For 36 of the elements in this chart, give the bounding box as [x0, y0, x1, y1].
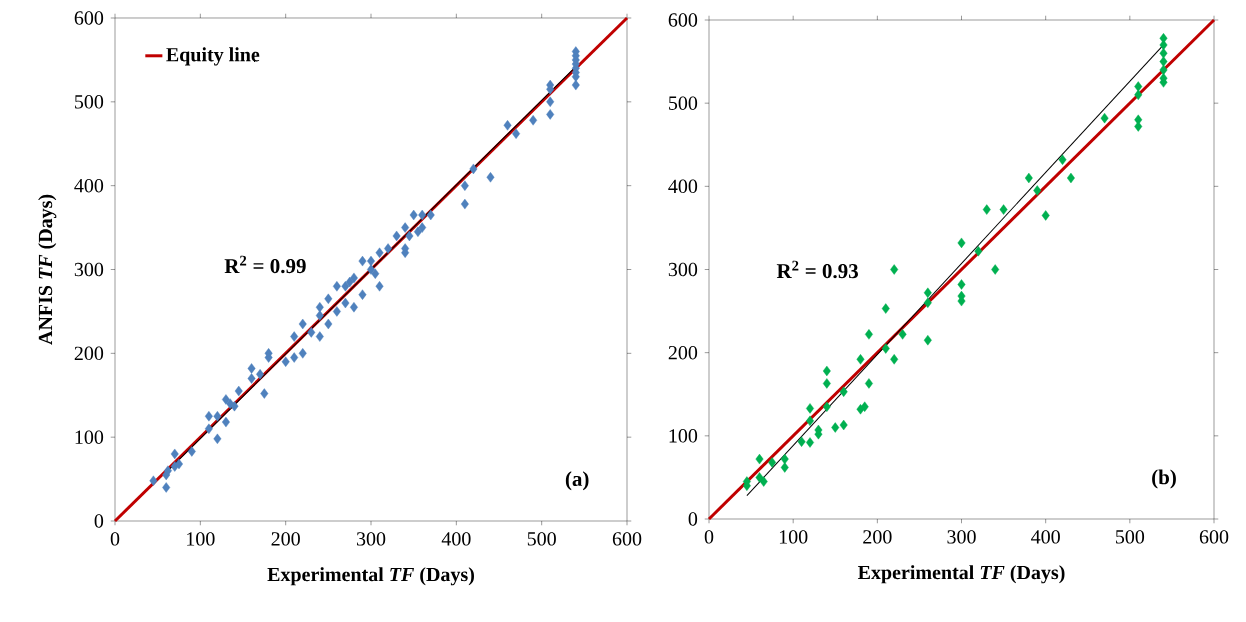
- x-tick-label: 0: [704, 530, 714, 544]
- y-tick-label: 200: [74, 346, 104, 361]
- y-tick-label: 600: [74, 11, 104, 25]
- y-tick-label: 0: [688, 512, 698, 526]
- y-tick-label: 600: [668, 13, 698, 27]
- x-tick-label: 200: [271, 532, 300, 546]
- y-tick-label: 500: [669, 96, 698, 110]
- x-tick-label: 100: [187, 532, 215, 546]
- y-tick-label: 300: [668, 262, 698, 277]
- y-tick-label: 0: [94, 514, 104, 528]
- y-tick-label: 400: [668, 179, 698, 194]
- x-tick-label: 500: [527, 532, 556, 546]
- annotation: (b): [1152, 469, 1176, 489]
- y-tick-label: 500: [75, 95, 104, 109]
- x-axis-title: Experimental TF (Days): [857, 565, 1065, 584]
- x-tick-label: 600: [1199, 530, 1229, 544]
- x-tick-label: 400: [441, 532, 471, 546]
- y-tick-label: 400: [74, 178, 104, 193]
- x-tick-label: 500: [1116, 530, 1145, 544]
- x-tick-label: 400: [1031, 530, 1060, 544]
- x-tick-label: 200: [863, 530, 892, 544]
- x-axis-title: Experimental TF (Days): [267, 567, 474, 586]
- annotation: R$^{2}$ = 0.93: [776, 260, 858, 279]
- annotation: R$^{2}$ = 0.99: [224, 255, 306, 274]
- x-tick-label: 600: [612, 532, 642, 546]
- x-tick-label: 0: [110, 532, 120, 546]
- y-tick-label: 300: [74, 262, 104, 277]
- x-tick-label: 300: [947, 530, 976, 544]
- x-tick-label: 100: [779, 530, 808, 544]
- x-tick-label: 300: [356, 532, 386, 546]
- y-axis-title: ANFIS TF (Days): [38, 194, 57, 345]
- annotation: (a): [565, 471, 589, 491]
- legend-label: Equity line: [166, 47, 260, 66]
- y-tick-label: 100: [669, 429, 698, 443]
- y-tick-label: 200: [668, 345, 698, 360]
- y-tick-label: 100: [75, 430, 104, 444]
